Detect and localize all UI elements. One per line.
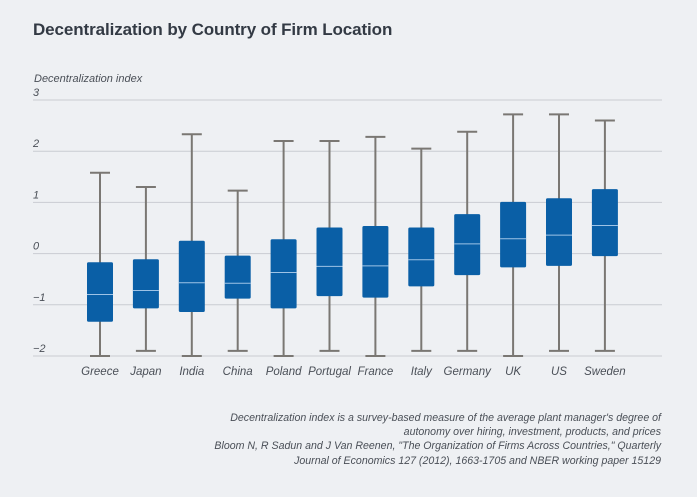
x-tick-label: France — [358, 366, 394, 378]
x-tick-label: China — [223, 366, 253, 378]
x-tick-label: Germany — [444, 366, 493, 378]
box-japan — [132, 186, 159, 352]
box-portugal — [316, 139, 343, 352]
iqr-box — [454, 214, 481, 276]
x-tick-label: Poland — [266, 366, 302, 378]
box-plot: Decentralization index 3 2 1 0 −1 −2 Greece Ja… — [32, 73, 662, 378]
x-tick-label: Sweden — [584, 366, 626, 378]
y-tick-label: −2 — [33, 343, 46, 355]
y-tick-labels: 3 2 1 0 −1 −2 — [32, 87, 46, 355]
box-france — [362, 135, 389, 357]
iqr-box — [316, 227, 343, 297]
chart-notes: Decentralization index is a survey-based… — [191, 411, 661, 468]
iqr-box — [408, 227, 435, 287]
x-tick-label: Japan — [129, 366, 161, 378]
y-axis-label: Decentralization index — [34, 73, 143, 85]
x-tick-label: Greece — [81, 366, 119, 378]
iqr-box — [591, 189, 618, 257]
iqr-box — [362, 225, 389, 298]
box-india — [178, 133, 205, 357]
x-tick-label: Portugal — [308, 366, 351, 378]
box-greece — [87, 171, 113, 357]
iqr-box — [132, 259, 159, 309]
box-series — [87, 113, 618, 357]
x-tick-label: US — [551, 366, 567, 378]
iqr-box — [546, 198, 572, 266]
box-uk — [500, 113, 527, 357]
y-tick-label: 2 — [32, 138, 39, 150]
iqr-box — [224, 255, 251, 299]
box-poland — [270, 139, 297, 357]
y-tick-label: −1 — [33, 292, 46, 304]
y-tick-label: 3 — [33, 87, 40, 99]
box-italy — [408, 147, 435, 352]
x-tick-labels: Greece Japan India China Poland Portugal Franc… — [81, 366, 626, 378]
x-tick-label: Italy — [411, 366, 433, 378]
definition-note: Decentralization index is a survey-based… — [230, 412, 661, 439]
x-tick-label: India — [179, 366, 204, 378]
box-us — [546, 113, 572, 352]
chart-title: Decentralization by Country of Firm Loca… — [33, 20, 393, 39]
iqr-box — [178, 240, 205, 312]
y-tick-label: 1 — [33, 189, 39, 201]
iqr-box — [500, 201, 527, 268]
source-note: Bloom N, R Sadun and J Van Reenen, "The … — [214, 440, 661, 467]
box-germany — [454, 130, 481, 352]
box-sweden — [591, 119, 618, 352]
y-tick-label: 0 — [33, 241, 40, 253]
iqr-box — [270, 239, 297, 309]
iqr-box — [87, 262, 113, 322]
box-china — [224, 189, 251, 352]
x-tick-label: UK — [505, 366, 522, 378]
